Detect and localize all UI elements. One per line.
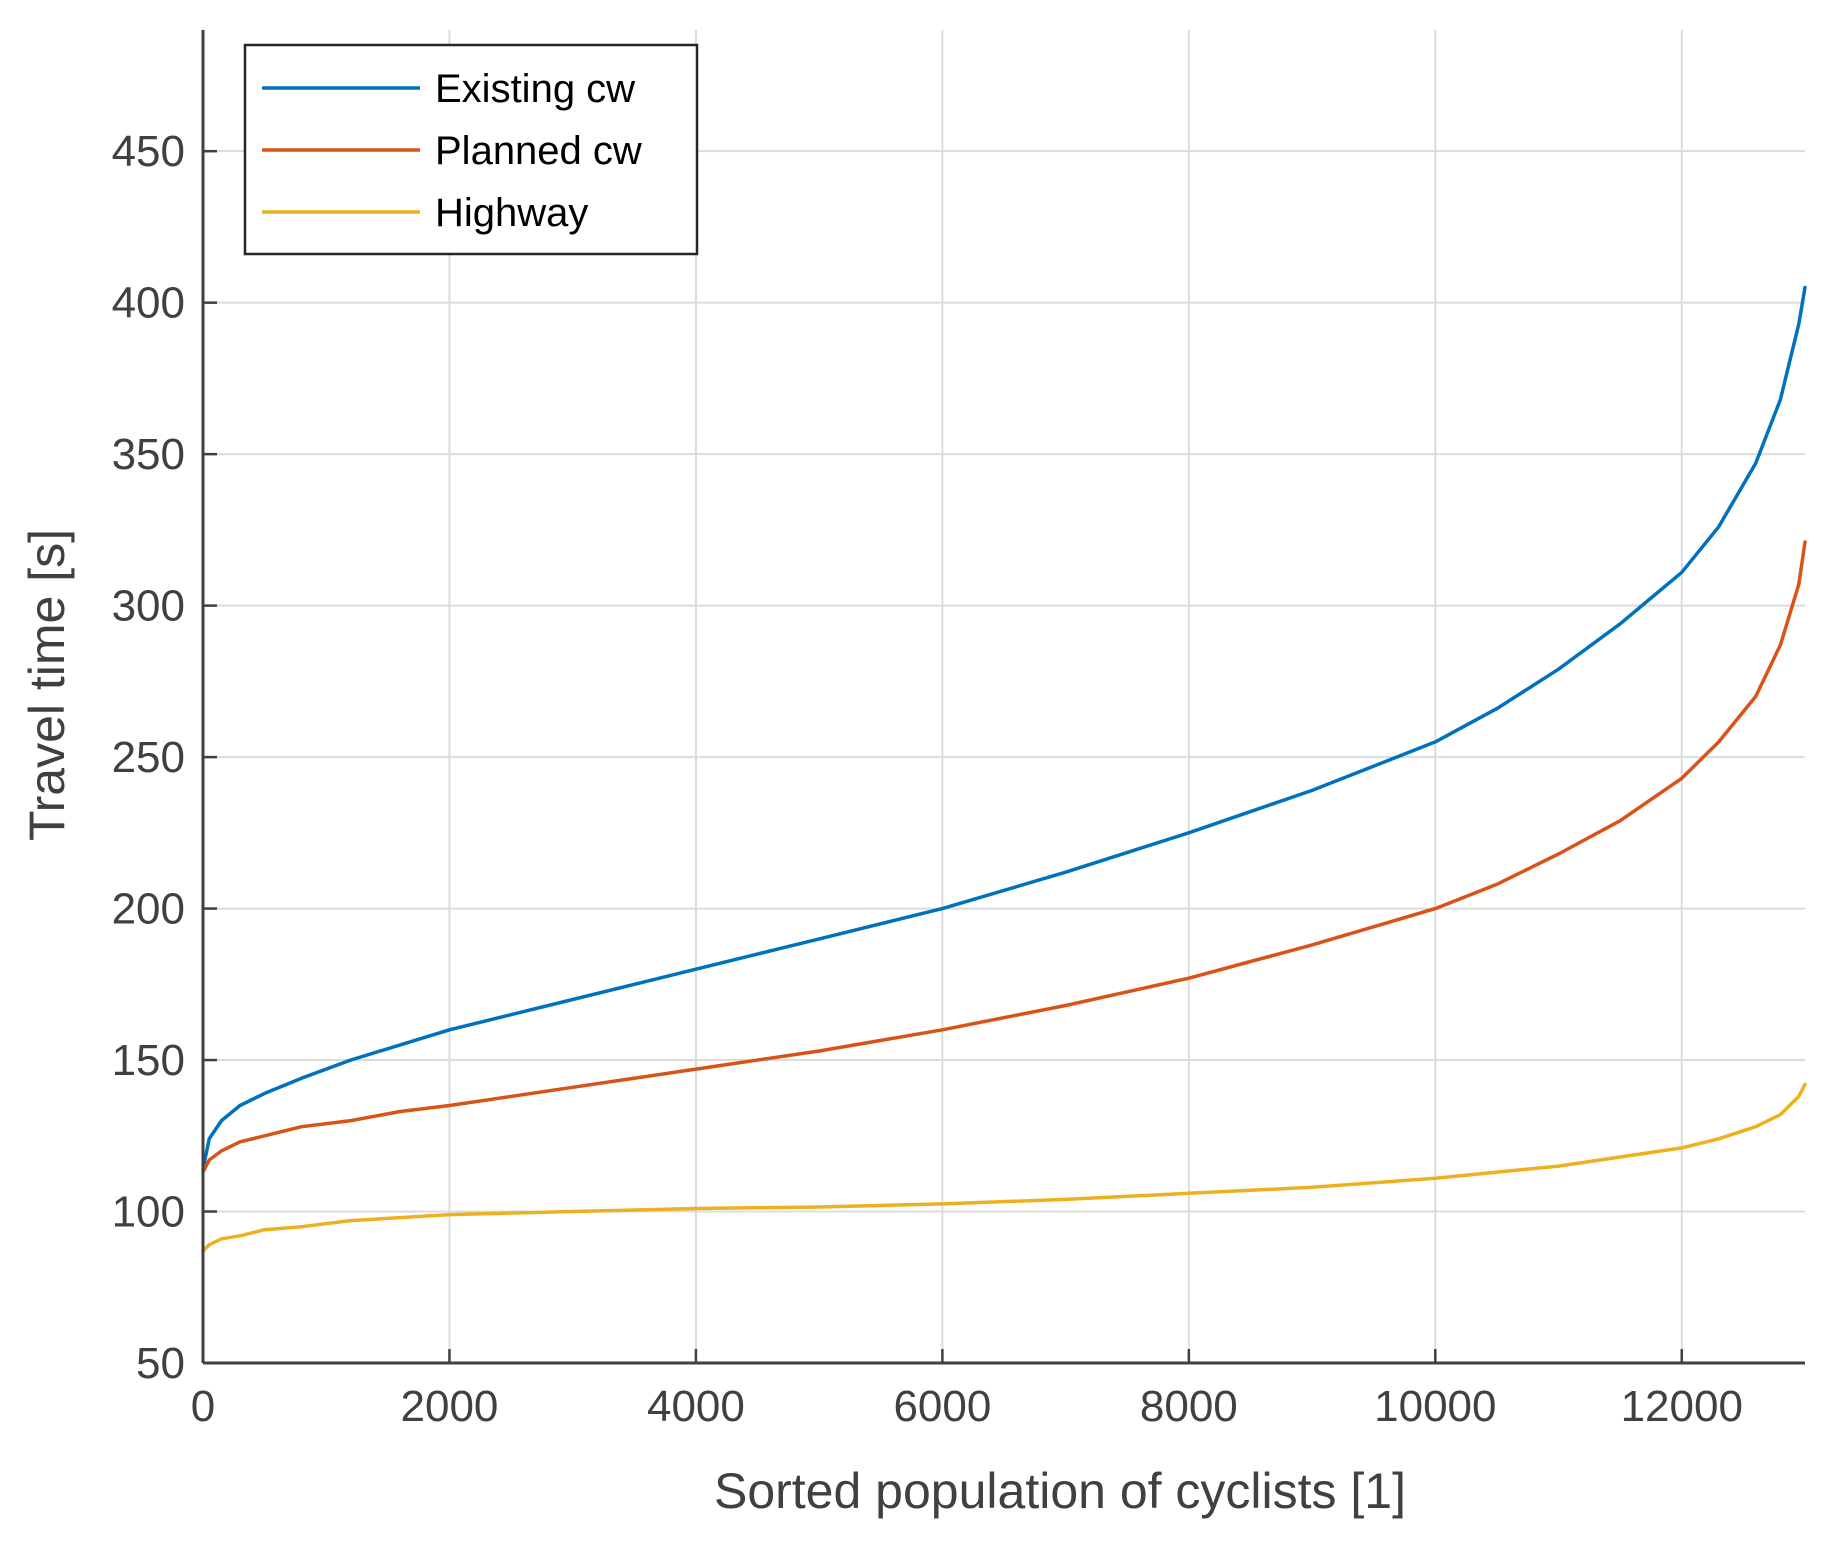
y-tick-label: 450 [112, 127, 185, 176]
y-axis-label: Travel time [s] [19, 529, 75, 841]
x-tick-label: 8000 [1140, 1382, 1238, 1431]
y-tick-label: 150 [112, 1036, 185, 1085]
y-tick-label: 350 [112, 430, 185, 479]
legend-label-existing-cw: Existing cw [435, 67, 635, 111]
x-tick-label: 10000 [1374, 1382, 1496, 1431]
tick-labels: 0 2000 4000 6000 8000 10000 12000 50 100 150 200 25… [112, 127, 1743, 1431]
x-tick-label: 4000 [647, 1382, 745, 1431]
series-line-planned-cw [201, 540, 1807, 1174]
y-tick-label: 300 [112, 582, 185, 631]
x-axis-label: Sorted population of cyclists [1] [714, 1463, 1406, 1519]
legend-label-highway: Highway [435, 191, 588, 235]
legend-label-planned-cw: Planned cw [435, 129, 642, 173]
y-tick-label: 100 [112, 1188, 185, 1237]
series-line-existing-cw [201, 285, 1807, 1171]
series-line-highway [201, 1082, 1807, 1253]
x-tick-label: 0 [191, 1382, 215, 1431]
x-tick-label: 6000 [893, 1382, 991, 1431]
y-tick-label: 200 [112, 885, 185, 934]
series-lines [201, 285, 1807, 1253]
axes [201, 30, 1805, 1365]
x-tick-label: 12000 [1621, 1382, 1743, 1431]
y-tick-label: 400 [112, 279, 185, 328]
y-tick-label: 250 [112, 733, 185, 782]
y-tick-label: 50 [136, 1339, 185, 1388]
legend: Existing cw Planned cw Highway [243, 43, 699, 256]
x-tick-label: 2000 [401, 1382, 499, 1431]
